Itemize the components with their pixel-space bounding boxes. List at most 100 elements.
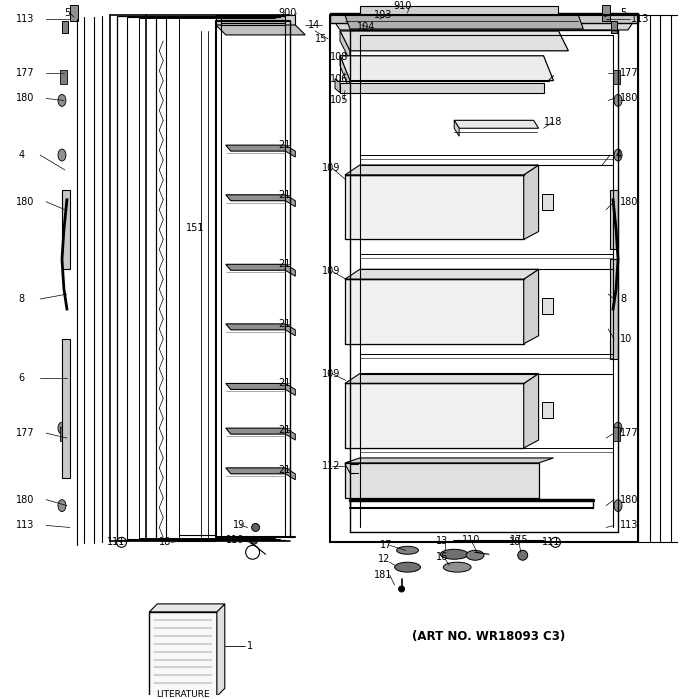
Text: 108: 108 — [330, 52, 348, 62]
Ellipse shape — [396, 547, 418, 554]
Text: 177: 177 — [16, 428, 35, 438]
Polygon shape — [217, 604, 225, 696]
Text: 18: 18 — [159, 538, 171, 547]
Text: 109: 109 — [322, 266, 341, 276]
Circle shape — [250, 536, 258, 545]
Text: 104: 104 — [357, 22, 375, 32]
Polygon shape — [226, 145, 290, 151]
Text: 177: 177 — [620, 68, 639, 78]
Text: 181: 181 — [374, 570, 392, 580]
Text: 177: 177 — [16, 68, 35, 78]
Polygon shape — [524, 373, 539, 448]
Bar — [62, 339, 70, 478]
Text: 19: 19 — [233, 521, 245, 531]
Text: 112: 112 — [322, 461, 341, 471]
Text: 113: 113 — [620, 521, 639, 531]
Text: 18: 18 — [509, 538, 521, 547]
Polygon shape — [286, 384, 295, 396]
Polygon shape — [226, 324, 290, 330]
Text: 16: 16 — [437, 552, 449, 562]
Text: 113: 113 — [16, 521, 35, 531]
Ellipse shape — [466, 550, 484, 560]
Text: 10: 10 — [620, 334, 632, 344]
Polygon shape — [216, 25, 305, 35]
Polygon shape — [340, 82, 543, 92]
Polygon shape — [345, 463, 539, 498]
Ellipse shape — [398, 586, 405, 592]
Polygon shape — [286, 145, 295, 157]
Text: 180: 180 — [620, 495, 639, 505]
Polygon shape — [454, 120, 459, 136]
Text: LITERATURE: LITERATURE — [156, 690, 210, 699]
Text: 180: 180 — [620, 196, 639, 207]
Text: 8: 8 — [18, 294, 24, 304]
Bar — [62, 190, 70, 269]
Bar — [602, 5, 610, 21]
Text: 110: 110 — [462, 535, 481, 545]
Ellipse shape — [440, 549, 468, 559]
Text: 8: 8 — [620, 294, 626, 304]
Polygon shape — [226, 384, 290, 389]
Text: 900: 900 — [278, 8, 296, 18]
Polygon shape — [150, 604, 225, 612]
Text: 14: 14 — [308, 20, 320, 30]
Polygon shape — [150, 612, 217, 696]
Polygon shape — [454, 120, 539, 128]
Text: 103: 103 — [374, 10, 392, 20]
Text: 5: 5 — [64, 8, 70, 18]
Text: 21: 21 — [278, 378, 291, 389]
Bar — [221, 15, 286, 25]
Ellipse shape — [58, 422, 66, 434]
Text: 21: 21 — [278, 140, 291, 150]
Text: 4: 4 — [18, 150, 24, 160]
Polygon shape — [345, 269, 539, 279]
Polygon shape — [345, 175, 524, 240]
Polygon shape — [345, 231, 524, 240]
Text: 21: 21 — [278, 259, 291, 269]
Text: 6: 6 — [18, 373, 24, 384]
Polygon shape — [340, 31, 568, 51]
Bar — [613, 427, 620, 441]
Polygon shape — [330, 13, 638, 23]
Ellipse shape — [394, 562, 420, 572]
Polygon shape — [286, 428, 295, 440]
Ellipse shape — [58, 149, 66, 161]
Text: 105: 105 — [330, 96, 349, 106]
Polygon shape — [524, 269, 539, 344]
Bar — [541, 403, 554, 418]
Text: 180: 180 — [620, 94, 639, 103]
Bar — [70, 5, 78, 21]
Polygon shape — [524, 165, 539, 240]
Polygon shape — [340, 56, 554, 80]
Text: 106: 106 — [330, 73, 348, 84]
Polygon shape — [286, 264, 295, 276]
Text: 110: 110 — [226, 535, 244, 545]
Polygon shape — [345, 384, 524, 448]
Text: 109: 109 — [322, 163, 341, 173]
Polygon shape — [226, 428, 290, 434]
Text: 21: 21 — [278, 425, 291, 435]
Text: 910: 910 — [394, 1, 412, 11]
Ellipse shape — [58, 500, 66, 512]
Text: 118: 118 — [543, 117, 562, 127]
Text: 17: 17 — [379, 540, 392, 550]
Text: 5: 5 — [620, 8, 626, 18]
Text: (ART NO. WR18093 C3): (ART NO. WR18093 C3) — [412, 630, 566, 643]
Ellipse shape — [252, 524, 260, 531]
Text: 180: 180 — [16, 196, 35, 207]
Polygon shape — [330, 15, 638, 30]
Bar — [60, 70, 67, 84]
Text: 1: 1 — [247, 640, 253, 651]
Ellipse shape — [614, 94, 622, 106]
Text: 177: 177 — [620, 428, 639, 438]
Polygon shape — [345, 279, 524, 344]
Polygon shape — [345, 440, 524, 448]
Ellipse shape — [614, 422, 622, 434]
Text: 113: 113 — [16, 14, 35, 24]
Text: 4: 4 — [616, 150, 622, 160]
Text: 21: 21 — [278, 190, 291, 200]
Polygon shape — [286, 324, 295, 336]
Polygon shape — [340, 56, 350, 91]
Text: 151: 151 — [186, 222, 205, 233]
Text: 180: 180 — [16, 495, 35, 505]
